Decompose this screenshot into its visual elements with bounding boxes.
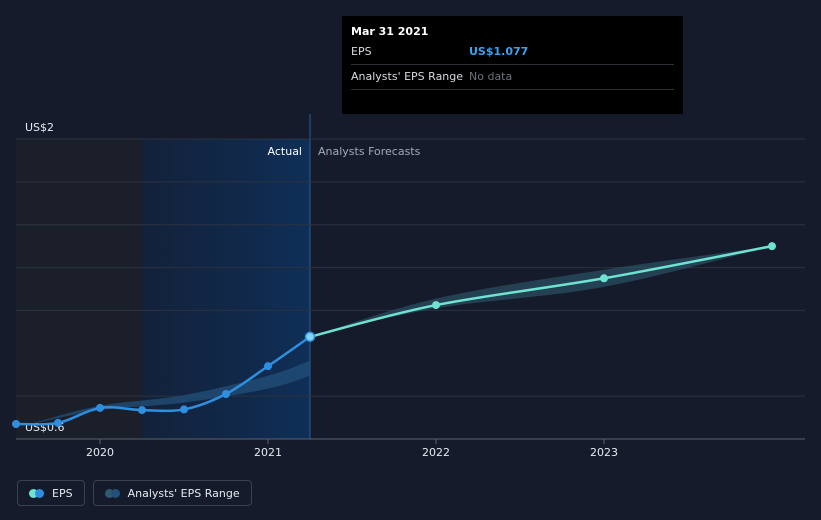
past-shaded-region <box>16 139 142 439</box>
actual-zone-label: Actual <box>268 145 302 158</box>
tooltip-row-eps: EPS US$1.077 <box>351 40 674 65</box>
chart-background-regions <box>16 114 311 439</box>
eps-actual-point-1 <box>54 418 62 427</box>
eps-forecast-point-3 <box>768 242 776 251</box>
tooltip-eps-label: EPS <box>351 45 372 58</box>
range-swatch-icon <box>104 488 120 498</box>
forecast-zone-label: Analysts Forecasts <box>318 145 421 158</box>
tooltip-row-range: Analysts' EPS Range No data <box>351 65 674 90</box>
eps-actual-point-5 <box>222 390 230 398</box>
eps-actual-point-0 <box>12 420 20 428</box>
eps-forecast-point-2 <box>600 274 608 283</box>
legend-range-toggle[interactable]: Analysts' EPS Range <box>92 480 252 506</box>
legend-eps-toggle[interactable]: EPS <box>17 480 85 506</box>
eps-actual-point-3 <box>138 406 146 415</box>
eps-actual-point-4 <box>180 405 188 414</box>
legend-range-label: Analysts' EPS Range <box>127 486 240 500</box>
tooltip-eps-value: US$1.077 <box>469 45 529 58</box>
x-tick-label-2022: 2022 <box>422 446 450 459</box>
legend-eps-label: EPS <box>52 486 73 500</box>
eps-forecast-point-1 <box>432 301 440 310</box>
x-tick-label-2021: 2021 <box>254 446 282 459</box>
x-tick-label-2023: 2023 <box>590 446 618 459</box>
tooltip-range-value: No data <box>469 70 513 83</box>
y-axis-label-0: US$2 <box>25 121 54 134</box>
hover-tooltip: Mar 31 2021 EPS US$1.077 Analysts' EPS R… <box>342 16 683 114</box>
eps-actual-point-7 <box>304 331 316 343</box>
chart-legend: EPS Analysts' EPS Range <box>17 480 252 506</box>
eps-forecast-line <box>309 244 773 338</box>
chart-labels: Actual Analysts Forecasts <box>268 145 421 158</box>
eps-swatch-icon <box>29 488 44 498</box>
x-tick-label-2020: 2020 <box>86 446 114 459</box>
tooltip-date: Mar 31 2021 <box>351 25 429 38</box>
chart-points <box>12 242 776 428</box>
tooltip-range-label: Analysts' EPS Range <box>351 70 464 83</box>
eps-actual-point-6 <box>264 362 272 371</box>
eps-actual-point-2 <box>96 403 104 412</box>
